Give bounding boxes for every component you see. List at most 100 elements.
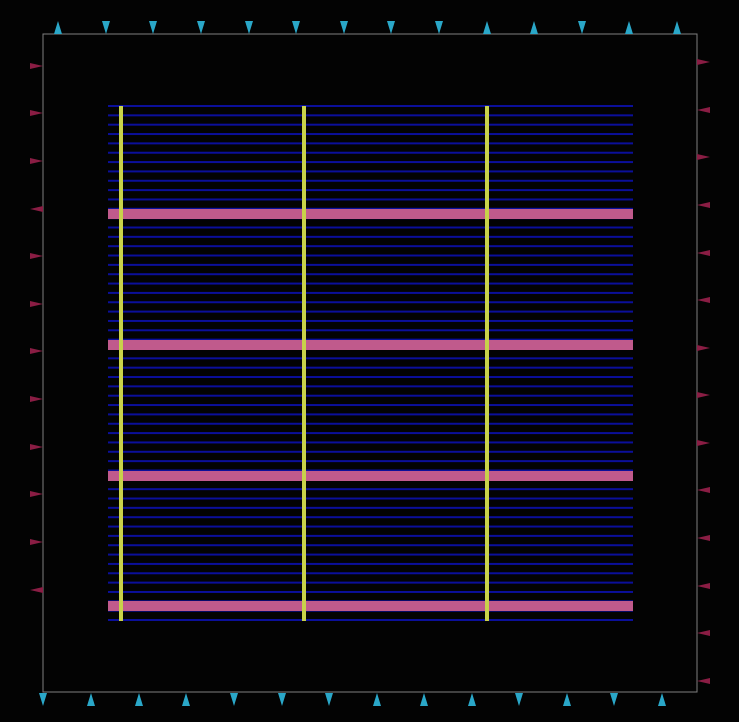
metal-row bbox=[108, 263, 633, 266]
metal-row bbox=[108, 273, 633, 276]
metal-row bbox=[108, 404, 633, 407]
metal-row bbox=[108, 189, 633, 192]
power-strap-vertical bbox=[302, 106, 306, 621]
pin-triangle-icon bbox=[30, 63, 43, 69]
metal-row bbox=[108, 413, 633, 416]
pin-triangle-icon bbox=[697, 678, 710, 684]
pin-triangle-icon bbox=[39, 693, 47, 706]
metal-row bbox=[108, 366, 633, 369]
metal-row bbox=[108, 441, 633, 444]
pin-triangle-icon bbox=[697, 107, 710, 113]
pin-triangle-icon bbox=[102, 21, 110, 34]
pin-triangle-icon bbox=[697, 440, 710, 446]
metal-row bbox=[108, 179, 633, 182]
pin-triangle-icon bbox=[278, 693, 286, 706]
metal-row bbox=[108, 357, 633, 360]
pin-triangle-icon bbox=[30, 110, 43, 116]
pin-triangle-icon bbox=[30, 444, 43, 450]
metal-row bbox=[108, 376, 633, 379]
pin-triangle-icon bbox=[658, 693, 666, 706]
power-strap-horizontal bbox=[108, 601, 633, 611]
pin-triangle-icon bbox=[30, 491, 43, 497]
pin-triangle-icon bbox=[54, 21, 62, 34]
metal-row bbox=[108, 534, 633, 537]
metal-row bbox=[108, 619, 633, 621]
metal-row bbox=[108, 590, 633, 593]
metal-row bbox=[108, 207, 633, 210]
pin-triangle-icon bbox=[697, 250, 710, 256]
pin-triangle-icon bbox=[673, 21, 681, 34]
metal-row bbox=[108, 422, 633, 425]
metal-row bbox=[108, 525, 633, 528]
pin-triangle-icon bbox=[387, 21, 395, 34]
pin-triangle-icon bbox=[697, 345, 710, 351]
metal-row bbox=[108, 506, 633, 509]
metal-row bbox=[108, 245, 633, 248]
pin-triangle-icon bbox=[697, 297, 710, 303]
metal-row bbox=[108, 581, 633, 584]
vertical-straps-group bbox=[119, 106, 489, 621]
pin-triangle-icon bbox=[135, 693, 143, 706]
metal-row bbox=[108, 198, 633, 201]
pin-triangle-icon bbox=[697, 630, 710, 636]
pin-triangle-icon bbox=[697, 59, 710, 65]
metal-row bbox=[108, 516, 633, 519]
metal-row bbox=[108, 291, 633, 294]
metal-row bbox=[108, 319, 633, 322]
pin-triangle-icon bbox=[697, 154, 710, 160]
metal-row bbox=[108, 133, 633, 136]
pin-triangle-icon bbox=[530, 21, 538, 34]
pin-triangle-icon bbox=[697, 583, 710, 589]
pin-triangle-icon bbox=[578, 21, 586, 34]
pin-triangle-icon bbox=[30, 158, 43, 164]
metal-row bbox=[108, 105, 633, 107]
pin-triangle-icon bbox=[563, 693, 571, 706]
pin-triangle-icon bbox=[340, 21, 348, 34]
die-outline bbox=[42, 33, 698, 693]
metal-row bbox=[108, 544, 633, 547]
metal-row bbox=[108, 254, 633, 257]
pin-triangle-icon bbox=[515, 693, 523, 706]
io-pins-group bbox=[30, 21, 710, 706]
metal-row bbox=[108, 488, 633, 491]
power-strap-vertical bbox=[485, 106, 489, 621]
metal-row bbox=[108, 460, 633, 463]
pin-triangle-icon bbox=[325, 693, 333, 706]
pin-triangle-icon bbox=[625, 21, 633, 34]
metal-row bbox=[108, 235, 633, 238]
pin-triangle-icon bbox=[697, 535, 710, 541]
metal-row bbox=[108, 161, 633, 164]
pin-triangle-icon bbox=[435, 21, 443, 34]
metal-row bbox=[108, 282, 633, 285]
metal-row bbox=[108, 572, 633, 575]
metal-row bbox=[108, 123, 633, 126]
metal-row bbox=[108, 385, 633, 388]
power-strap-vertical bbox=[119, 106, 123, 621]
pin-triangle-icon bbox=[182, 693, 190, 706]
metal-row bbox=[108, 553, 633, 556]
metal-row bbox=[108, 114, 633, 117]
pin-triangle-icon bbox=[30, 396, 43, 402]
pin-triangle-icon bbox=[30, 348, 43, 354]
pin-triangle-icon bbox=[292, 21, 300, 34]
metal-row bbox=[108, 151, 633, 154]
metal-row bbox=[108, 562, 633, 565]
pin-triangle-icon bbox=[230, 693, 238, 706]
power-strap-horizontal bbox=[108, 209, 633, 219]
pin-triangle-icon bbox=[87, 693, 95, 706]
metal-row bbox=[108, 310, 633, 313]
metal-row bbox=[108, 338, 633, 341]
metal-row bbox=[108, 469, 633, 472]
metal-row bbox=[108, 301, 633, 304]
metal-row bbox=[108, 329, 633, 332]
pin-triangle-icon bbox=[30, 587, 43, 593]
metal-row bbox=[108, 142, 633, 145]
pin-triangle-icon bbox=[420, 693, 428, 706]
pin-triangle-icon bbox=[697, 487, 710, 493]
pin-triangle-icon bbox=[30, 206, 43, 212]
pin-triangle-icon bbox=[197, 21, 205, 34]
pin-triangle-icon bbox=[373, 693, 381, 706]
metal-row bbox=[108, 394, 633, 397]
power-strap-horizontal bbox=[108, 340, 633, 350]
